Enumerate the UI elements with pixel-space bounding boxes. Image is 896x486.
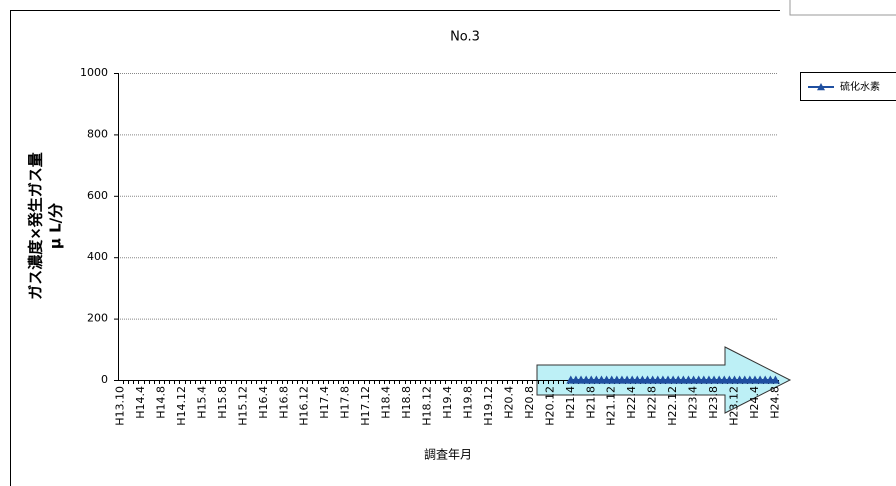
x-tick-label: H21.12 bbox=[605, 386, 618, 426]
chart-title: No.3 bbox=[450, 30, 480, 45]
x-tick-label: H15.12 bbox=[236, 386, 249, 426]
x-tick-label: H15.8 bbox=[216, 386, 229, 419]
x-tick-label: H16.12 bbox=[298, 386, 311, 426]
x-tick-label: H17.4 bbox=[318, 386, 331, 419]
x-tick-label: H21.4 bbox=[564, 386, 577, 419]
y-tick-label: 600 bbox=[87, 189, 108, 202]
x-tick-label: H17.8 bbox=[339, 386, 352, 419]
y-tick-label: 800 bbox=[87, 127, 108, 140]
legend-label: 硫化水素 bbox=[840, 80, 880, 93]
x-tick-label: H20.4 bbox=[502, 386, 515, 419]
x-tick-label: H17.12 bbox=[359, 386, 372, 426]
x-tick-label: H22.8 bbox=[646, 386, 659, 419]
marker bbox=[770, 375, 780, 384]
x-tick-label: H23.12 bbox=[728, 386, 741, 426]
x-tick-label: H13.10 bbox=[114, 386, 127, 426]
x-tick-label: H24.8 bbox=[768, 386, 781, 419]
x-tick-label: H20.12 bbox=[543, 386, 556, 426]
y-axis-label: μ L/分 bbox=[47, 203, 65, 249]
x-tick-label: H19.12 bbox=[482, 386, 495, 426]
legend: 硫化水素 bbox=[800, 72, 896, 101]
x-tick-label: H22.4 bbox=[625, 386, 638, 419]
x-tick-label: H23.8 bbox=[707, 386, 720, 419]
x-tick-label: H15.4 bbox=[195, 386, 208, 419]
y-tick-label: 1000 bbox=[80, 66, 108, 79]
x-tick-label: H22.12 bbox=[666, 386, 679, 426]
x-axis-label: 調査年月 bbox=[424, 448, 472, 462]
x-tick-label: H18.8 bbox=[400, 386, 413, 419]
grid bbox=[118, 73, 778, 320]
x-tick-label: H24.4 bbox=[748, 386, 761, 419]
x-tick-label: H14.4 bbox=[134, 386, 147, 419]
x-tick-label: H18.4 bbox=[380, 386, 393, 419]
x-tick-label: H19.4 bbox=[441, 386, 454, 419]
y-tick-label: 400 bbox=[87, 250, 108, 263]
y-tick-label: 200 bbox=[87, 312, 108, 325]
legend-marker bbox=[817, 83, 825, 91]
x-tick-label: H23.4 bbox=[687, 386, 700, 419]
y-tick-label: 0 bbox=[101, 373, 108, 386]
corner-image bbox=[789, 0, 896, 16]
x-tick-label: H16.8 bbox=[277, 386, 290, 419]
x-tick-label: H18.12 bbox=[421, 386, 434, 426]
x-tick-label: H14.12 bbox=[175, 386, 188, 426]
x-tick-label: H20.8 bbox=[523, 386, 536, 419]
x-tick-label: H14.8 bbox=[154, 386, 167, 419]
x-tick-label: H19.8 bbox=[461, 386, 474, 419]
x-tick-label: H16.4 bbox=[257, 386, 270, 419]
y-axis-label: ガス濃度×発生ガス量 bbox=[27, 152, 45, 300]
x-tick-label: H21.8 bbox=[584, 386, 597, 419]
